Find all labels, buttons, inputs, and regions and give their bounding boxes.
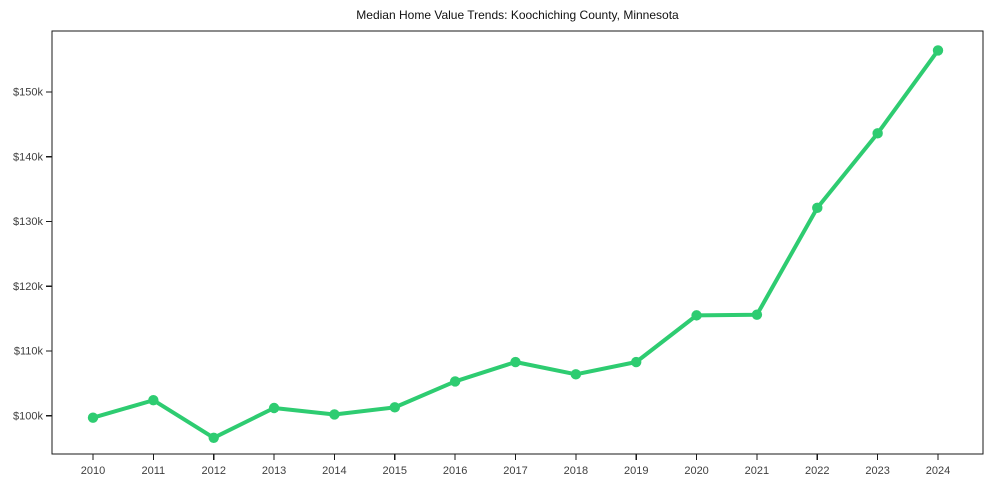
x-tick-label: 2018	[564, 465, 588, 477]
data-point	[691, 310, 702, 321]
plot-border	[51, 30, 984, 455]
data-point	[389, 402, 400, 413]
data-point	[570, 369, 582, 380]
data-point	[631, 356, 642, 368]
x-tick-label: 2023	[865, 465, 889, 477]
x-tick-label: 2015	[383, 465, 407, 477]
y-tick-label: $110k	[14, 346, 44, 358]
x-tick-label: 2013	[262, 465, 286, 477]
data-point	[510, 356, 521, 368]
data-point	[329, 409, 340, 420]
x-tick-label: 2014	[322, 465, 346, 477]
x-tick-label: 2012	[201, 465, 225, 477]
data-point	[449, 376, 461, 387]
x-tick-label: 2016	[443, 465, 467, 477]
y-tick-label: $150k	[13, 87, 43, 99]
data-point	[932, 45, 944, 56]
data-point	[208, 432, 219, 444]
x-tick-label: 2011	[142, 465, 166, 477]
x-tick-label: 2024	[926, 465, 950, 477]
data-point	[268, 402, 280, 414]
x-tick-label: 2020	[684, 465, 708, 477]
data-point	[148, 395, 159, 406]
y-tick-label: $140k	[13, 151, 43, 163]
x-tick-label: 2017	[503, 465, 527, 477]
x-tick-label: 2019	[624, 465, 648, 477]
y-tick-label: $120k	[13, 281, 43, 293]
data-point	[751, 309, 763, 320]
series-line	[91, 48, 940, 440]
data-point	[812, 202, 823, 214]
y-tick-label: $130k	[13, 216, 43, 228]
x-tick-label: 2021	[745, 465, 769, 477]
chart-title: Median Home Value Trends: Koochiching Co…	[356, 8, 679, 22]
x-tick-label: 2022	[805, 465, 829, 477]
data-point	[87, 412, 99, 423]
x-tick-label: 2010	[81, 465, 105, 477]
data-point	[872, 128, 883, 139]
y-tick-label: $100k	[13, 410, 43, 422]
